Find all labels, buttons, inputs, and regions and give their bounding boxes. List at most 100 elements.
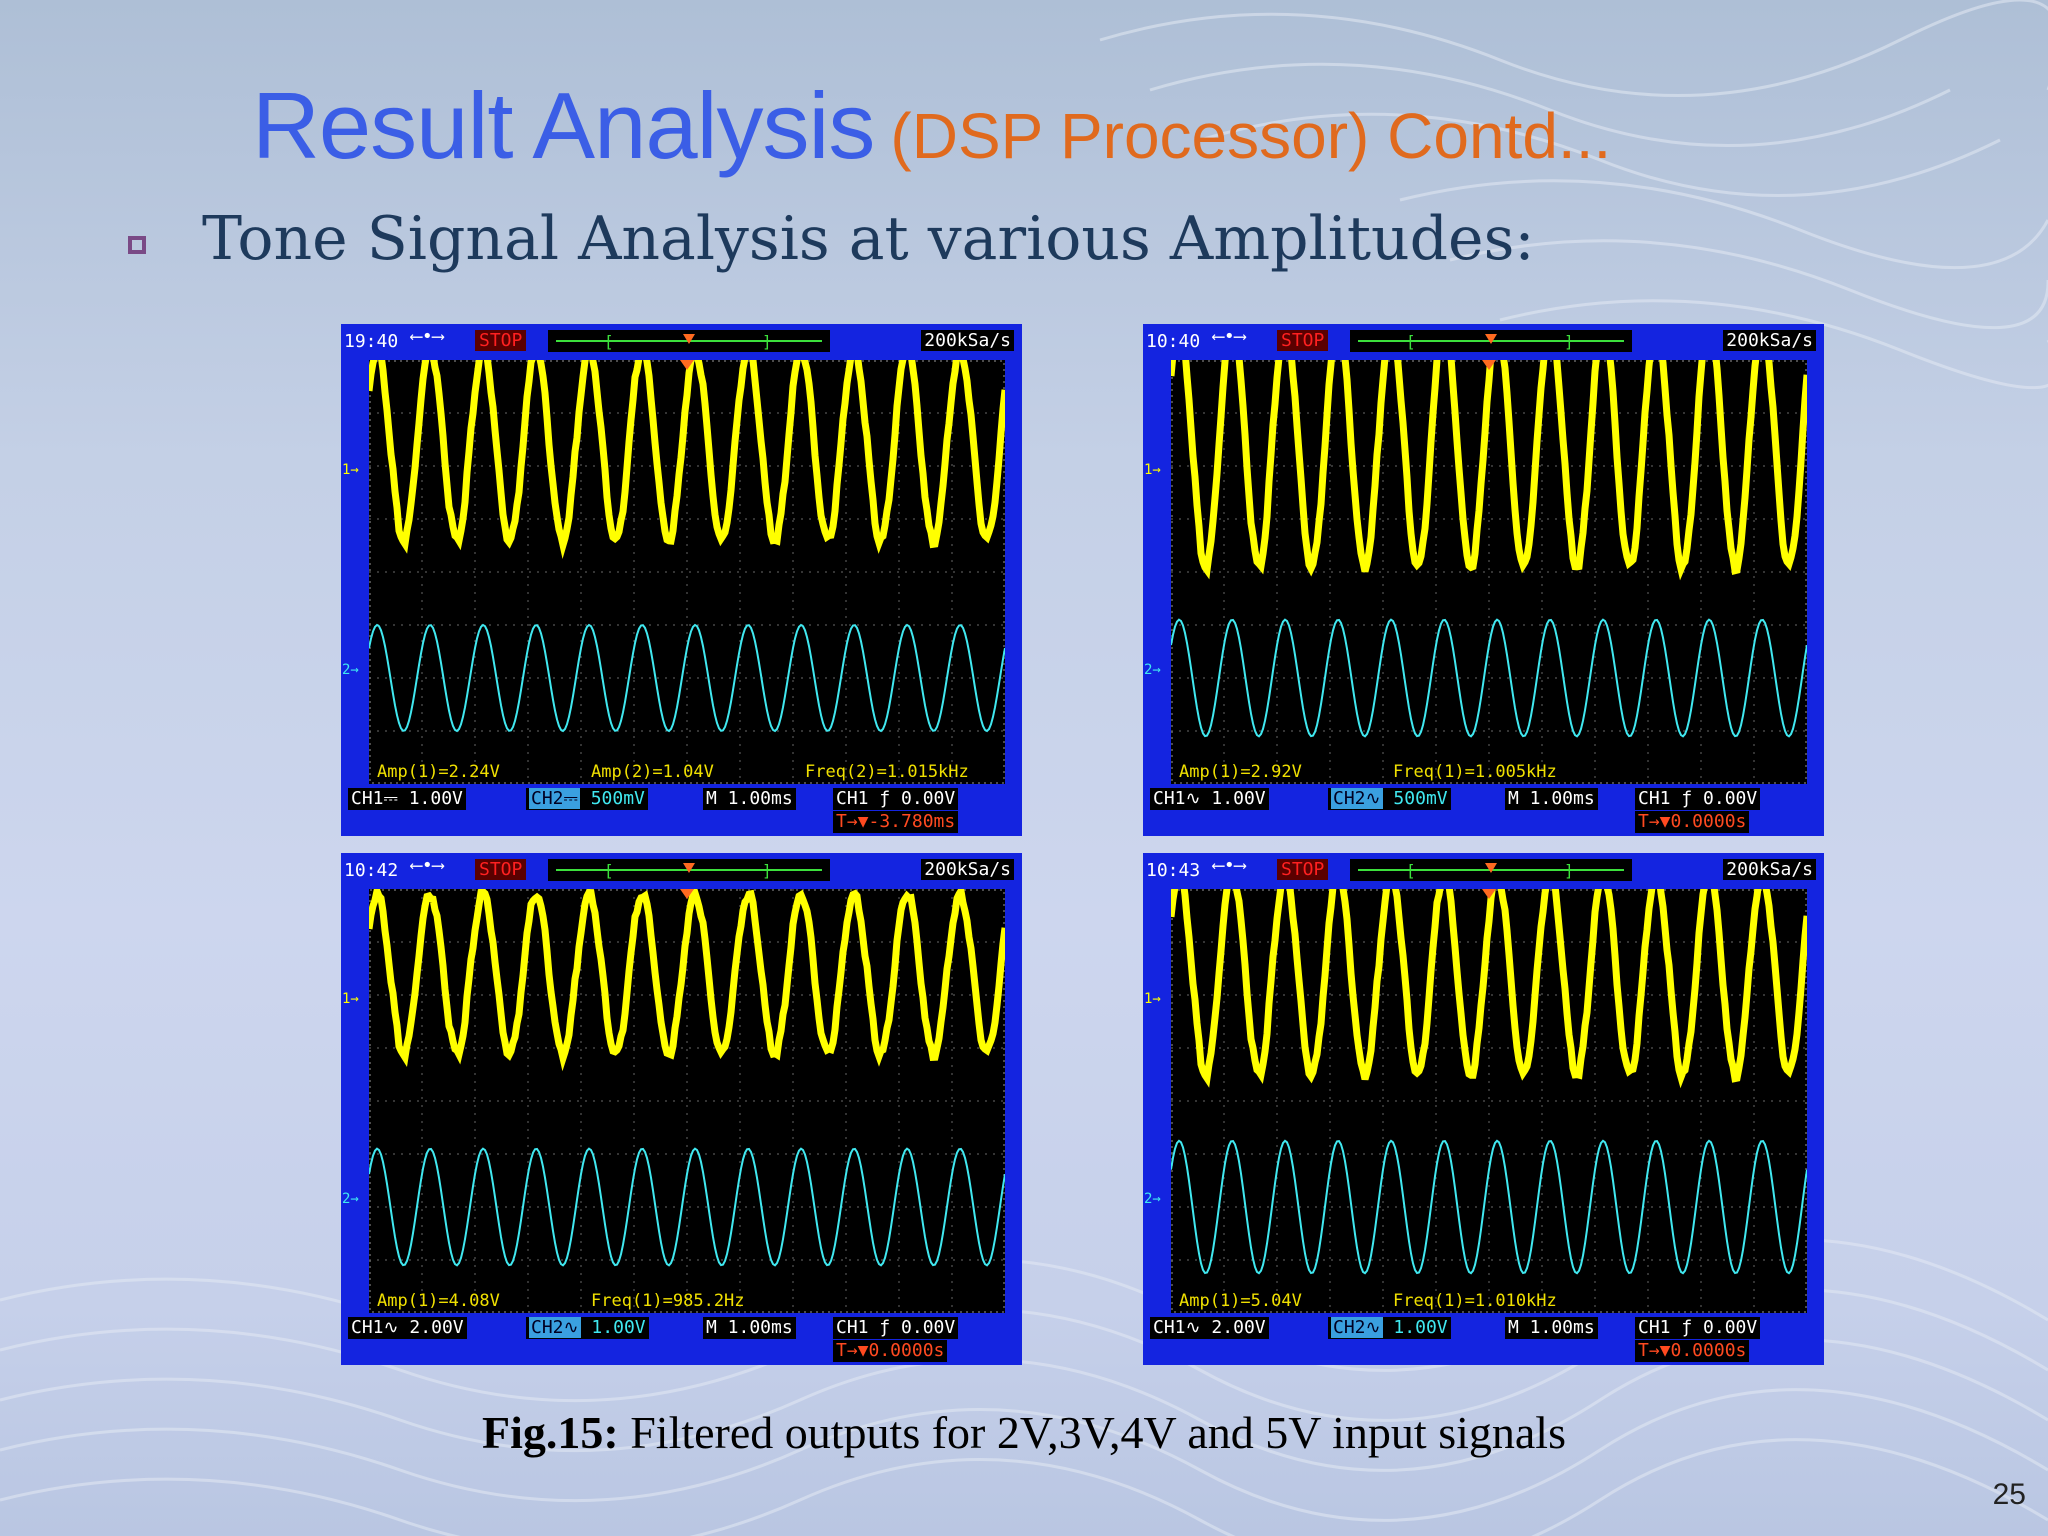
svg-text:]: ] — [1564, 332, 1574, 351]
svg-text:[: [ — [1406, 332, 1416, 351]
scope-screen — [1171, 360, 1807, 784]
caption-label: Fig.15: — [482, 1407, 619, 1458]
svg-text:]: ] — [1564, 861, 1574, 880]
scope-settings-bar: CH1∿ 2.00V CH2∿ 1.00V M 1.00ms CH1 ƒ 0.0… — [1143, 1315, 1824, 1365]
ch1-scale: CH1∿ 2.00V — [1150, 1317, 1269, 1339]
trigger-setting: CH1 ƒ 0.00V — [1635, 1317, 1761, 1339]
trigger-marker-icon — [1482, 889, 1496, 899]
scope-status-bar: 10:40 ⟵•⟶ STOP [] 200kSa/s — [1143, 324, 1824, 360]
ch2-marker: 2→ — [1144, 662, 1161, 678]
ch1-marker: 1→ — [342, 462, 359, 478]
ch2-scale: CH2⎓ 500mV — [526, 788, 648, 810]
measurement: Freq(1)=985.2Hz — [591, 1291, 745, 1311]
scope-clock: 10:42 — [344, 860, 399, 881]
trigger-marker-icon — [680, 360, 694, 370]
ch1-scale: CH1∿ 1.00V — [1150, 788, 1269, 810]
sample-rate: 200kSa/s — [1723, 330, 1816, 351]
square-bullet-icon — [128, 236, 146, 254]
trigger-position-bar: [] — [1350, 859, 1632, 881]
trigger-position-bar: [] — [548, 330, 830, 352]
usb-icon: ⟵•⟶ — [1213, 326, 1246, 347]
ch2-value: 1.00V — [580, 1317, 646, 1338]
usb-icon: ⟵•⟶ — [411, 326, 444, 347]
ch2-value: 1.00V — [1382, 1317, 1448, 1338]
waveform-display — [369, 889, 1005, 1313]
bullet-item: Tone Signal Analysis at various Amplitud… — [128, 204, 1535, 274]
measurement: Freq(2)=1.015kHz — [805, 762, 969, 782]
scope-clock: 19:40 — [344, 331, 399, 352]
trigger-offset: T→▼0.0000s — [1635, 811, 1750, 833]
page-number: 25 — [1992, 1478, 2026, 1511]
trigger-position-bar: [] — [1350, 330, 1632, 352]
scope-settings-bar: CH1∿ 2.00V CH2∿ 1.00V M 1.00ms CH1 ƒ 0.0… — [341, 1315, 1022, 1365]
ch1-marker: 1→ — [342, 991, 359, 1007]
slide-title: Result Analysis (DSP Processor) Contd... — [252, 72, 1611, 180]
trigger-offset: T→▼0.0000s — [833, 1340, 948, 1362]
trigger-setting: CH1 ƒ 0.00V — [1635, 788, 1761, 810]
trigger-setting: CH1 ƒ 0.00V — [833, 788, 959, 810]
usb-icon: ⟵•⟶ — [1213, 855, 1246, 876]
svg-text:[: [ — [1406, 861, 1416, 880]
ch1-waveform — [1171, 889, 1807, 1089]
sample-rate: 200kSa/s — [921, 330, 1014, 351]
scope-screen — [369, 360, 1005, 784]
trigger-marker-icon — [680, 889, 694, 899]
scope-settings-bar: CH1∿ 1.00V CH2∿ 500mV M 1.00ms CH1 ƒ 0.0… — [1143, 786, 1824, 836]
ch2-scale: CH2∿ 500mV — [1328, 788, 1451, 810]
measurement: Freq(1)=1.010kHz — [1393, 1291, 1557, 1311]
measurement: Freq(1)=1.005kHz — [1393, 762, 1557, 782]
ch1-marker: 1→ — [1144, 462, 1161, 478]
ch1-waveform — [369, 360, 1005, 559]
usb-icon: ⟵•⟶ — [411, 855, 444, 876]
ch1-waveform — [369, 889, 1005, 1072]
svg-text:[: [ — [604, 332, 614, 351]
scope-status-bar: 10:42 ⟵•⟶ STOP [] 200kSa/s — [341, 853, 1022, 889]
ch2-waveform — [1171, 1139, 1807, 1275]
measurement: Amp(1)=2.92V — [1179, 762, 1302, 782]
timebase: M 1.00ms — [703, 788, 796, 810]
oscilloscope-capture: 19:40 ⟵•⟶ STOP [] 200kSa/s 1→ 2→ Amp(1)=… — [341, 324, 1022, 836]
stop-indicator: STOP — [475, 859, 527, 880]
oscilloscope-capture: 10:40 ⟵•⟶ STOP [] 200kSa/s 1→ 2→ Amp(1)=… — [1143, 324, 1824, 836]
ch2-tag: CH2∿ — [529, 1317, 581, 1338]
ch2-tag: CH2⎓ — [529, 788, 580, 809]
timebase: M 1.00ms — [1505, 1317, 1598, 1339]
measurement: Amp(2)=1.04V — [591, 762, 714, 782]
trigger-marker-icon — [1482, 360, 1496, 370]
stop-indicator: STOP — [1277, 330, 1329, 351]
bullet-text: Tone Signal Analysis at various Amplitud… — [202, 204, 1535, 274]
ch1-waveform — [1171, 360, 1807, 581]
oscilloscope-capture: 10:42 ⟵•⟶ STOP [] 200kSa/s 1→ 2→ Amp(1)=… — [341, 853, 1022, 1365]
ch2-tag: CH2∿ — [1331, 1317, 1383, 1338]
title-main: Result Analysis — [252, 73, 875, 178]
scope-screen — [1171, 889, 1807, 1313]
ch2-value: 500mV — [579, 788, 645, 809]
ch1-scale: CH1∿ 2.00V — [348, 1317, 467, 1339]
timebase: M 1.00ms — [1505, 788, 1598, 810]
ch2-marker: 2→ — [342, 662, 359, 678]
stop-indicator: STOP — [475, 330, 527, 351]
scope-clock: 10:40 — [1146, 331, 1201, 352]
trigger-offset: T→▼0.0000s — [1635, 1340, 1750, 1362]
svg-text:]: ] — [762, 861, 772, 880]
waveform-display — [1171, 889, 1807, 1313]
scope-clock: 10:43 — [1146, 860, 1201, 881]
scope-settings-bar: CH1⎓ 1.00V CH2⎓ 500mV M 1.00ms CH1 ƒ 0.0… — [341, 786, 1022, 836]
sample-rate: 200kSa/s — [1723, 859, 1816, 880]
trigger-offset: T→▼-3.780ms — [833, 811, 959, 833]
measurement: Amp(1)=4.08V — [377, 1291, 500, 1311]
scope-screen — [369, 889, 1005, 1313]
caption-text: Filtered outputs for 2V,3V,4V and 5V inp… — [618, 1407, 1566, 1458]
sample-rate: 200kSa/s — [921, 859, 1014, 880]
title-sub: (DSP Processor) Contd... — [890, 100, 1612, 172]
waveform-display — [369, 360, 1005, 784]
measurement: Amp(1)=2.24V — [377, 762, 500, 782]
ch1-marker: 1→ — [1144, 991, 1161, 1007]
trigger-setting: CH1 ƒ 0.00V — [833, 1317, 959, 1339]
svg-text:]: ] — [762, 332, 772, 351]
ch2-value: 500mV — [1382, 788, 1448, 809]
waveform-display — [1171, 360, 1807, 784]
svg-text:[: [ — [604, 861, 614, 880]
ch2-waveform — [1171, 618, 1807, 738]
measurement: Amp(1)=5.04V — [1179, 1291, 1302, 1311]
